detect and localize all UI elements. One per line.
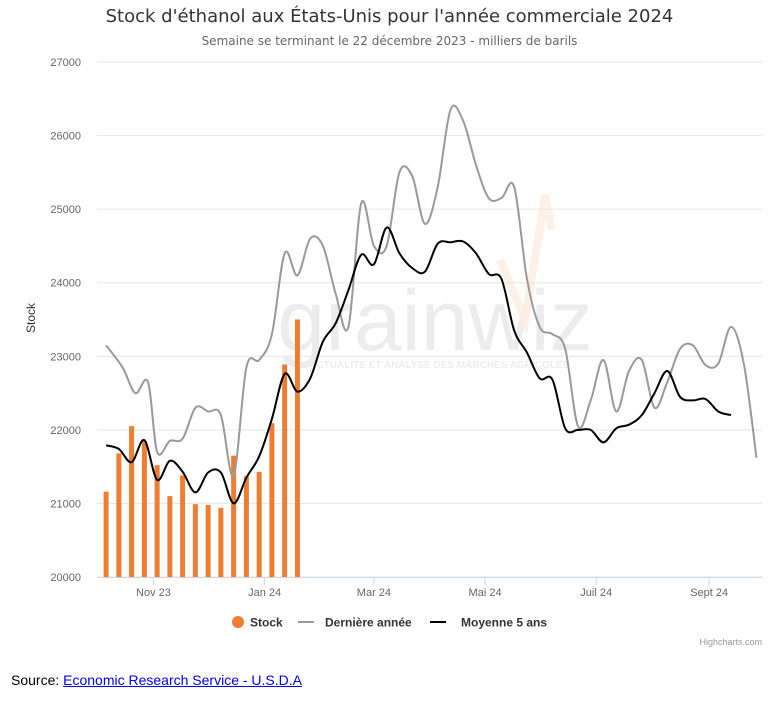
- legend-item-stock[interactable]: Stock: [232, 616, 283, 630]
- chart-subtitle: Semaine se terminant le 22 décembre 2023…: [201, 34, 578, 48]
- stock-bar: [256, 471, 262, 577]
- stock-bar: [167, 496, 173, 577]
- y-tick-label: 26000: [50, 131, 81, 143]
- watermark-brand: grainwiz: [277, 273, 592, 369]
- stock-bar: [282, 364, 288, 577]
- legend-item-derniere-annee[interactable]: Dernière année: [298, 616, 412, 630]
- stock-bar: [269, 423, 275, 577]
- y-tick-label: 24000: [50, 278, 81, 290]
- stock-bar: [129, 426, 135, 577]
- line-moyenne-5-ans: [105, 226, 732, 505]
- x-tick-label: Mai 24: [469, 587, 502, 599]
- stock-bar: [141, 440, 147, 577]
- highcharts-credits[interactable]: Highcharts.com: [699, 637, 762, 647]
- y-tick-label: 27000: [50, 57, 81, 69]
- x-tick-label: Sept 24: [690, 587, 728, 599]
- x-axis: Nov 23 Jan 24 Mar 24 Mai 24 Juil 24 Sept 24: [97, 577, 762, 599]
- stock-bar: [116, 453, 122, 577]
- stock-bar: [192, 504, 198, 577]
- stock-bar: [231, 455, 237, 577]
- y-tick-label: 21000: [50, 498, 81, 510]
- y-tick-label: 23000: [50, 351, 81, 363]
- line-derniere-annee: [105, 104, 758, 477]
- legend[interactable]: Stock Dernière année Moyenne 5 ans: [232, 616, 547, 630]
- legend-item-moyenne-5-ans[interactable]: Moyenne 5 ans: [430, 616, 547, 630]
- stock-bar: [154, 465, 160, 577]
- stock-bars: [103, 319, 300, 577]
- x-tick-label: Juil 24: [580, 587, 612, 599]
- stock-bar: [205, 504, 211, 577]
- y-tick-label: 22000: [50, 425, 81, 437]
- stock-bar: [103, 491, 109, 577]
- y-tick-label: 25000: [50, 204, 81, 216]
- x-tick-label: Mar 24: [357, 587, 391, 599]
- chart-title: Stock d'éthanol aux États-Unis pour l'an…: [105, 6, 674, 27]
- stock-bar: [243, 476, 249, 577]
- x-tick-label: Jan 24: [248, 587, 281, 599]
- y-axis: 20000 21000 22000 23000 24000 25000 26000 27000: [50, 57, 81, 584]
- chart-svg: grainwiz L'ACTUALITÉ ET ANALYSE DES MARC…: [24, 57, 762, 647]
- stock-bar: [294, 319, 300, 577]
- stock-bar: [218, 507, 224, 577]
- legend-moyenne-label: Moyenne 5 ans: [461, 616, 547, 630]
- source-line: Source: Economic Research Service - U.S.…: [11, 672, 302, 688]
- series-lines: [105, 104, 758, 505]
- watermark-tagline: L'ACTUALITÉ ET ANALYSE DES MARCHÉS AGRIC…: [301, 358, 570, 371]
- stock-bar: [180, 475, 186, 577]
- legend-stock-label: Stock: [250, 616, 283, 630]
- x-tick-label: Nov 23: [136, 587, 171, 599]
- y-axis-title: Stock: [24, 302, 38, 333]
- legend-derniere-annee-label: Dernière année: [325, 616, 412, 630]
- y-tick-label: 20000: [50, 572, 81, 584]
- watermark-logo-mark: [496, 194, 556, 335]
- source-label: Source:: [11, 672, 60, 688]
- chart-container: Stock d'éthanol aux États-Unis pour l'an…: [24, 6, 762, 647]
- source-link[interactable]: Economic Research Service - U.S.D.A: [63, 672, 302, 688]
- legend-stock-symbol: [232, 616, 244, 628]
- grainwiz-watermark: grainwiz L'ACTUALITÉ ET ANALYSE DES MARC…: [277, 194, 593, 371]
